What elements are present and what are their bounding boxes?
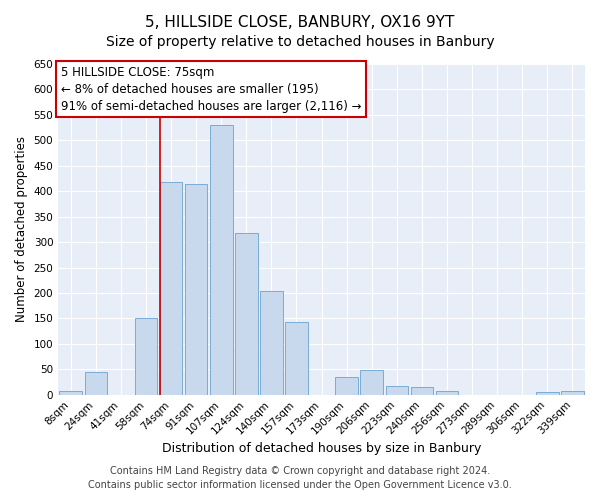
Bar	[285, 322, 308, 394]
Y-axis label: Number of detached properties: Number of detached properties	[15, 136, 28, 322]
Bar	[561, 391, 584, 394]
Bar	[410, 387, 433, 394]
Bar	[536, 392, 559, 394]
Bar	[361, 370, 383, 394]
Text: Contains HM Land Registry data © Crown copyright and database right 2024.
Contai: Contains HM Land Registry data © Crown c…	[88, 466, 512, 490]
Bar	[335, 377, 358, 394]
Bar	[386, 386, 408, 394]
Bar	[134, 318, 157, 394]
Text: 5 HILLSIDE CLOSE: 75sqm
← 8% of detached houses are smaller (195)
91% of semi-de: 5 HILLSIDE CLOSE: 75sqm ← 8% of detached…	[61, 66, 361, 112]
Bar	[59, 390, 82, 394]
Bar	[85, 372, 107, 394]
X-axis label: Distribution of detached houses by size in Banbury: Distribution of detached houses by size …	[162, 442, 481, 455]
Bar	[160, 182, 182, 394]
Text: 5, HILLSIDE CLOSE, BANBURY, OX16 9YT: 5, HILLSIDE CLOSE, BANBURY, OX16 9YT	[145, 15, 455, 30]
Bar	[235, 234, 257, 394]
Text: Size of property relative to detached houses in Banbury: Size of property relative to detached ho…	[106, 35, 494, 49]
Bar	[436, 391, 458, 394]
Bar	[210, 125, 233, 394]
Bar	[260, 292, 283, 395]
Bar	[185, 184, 208, 394]
